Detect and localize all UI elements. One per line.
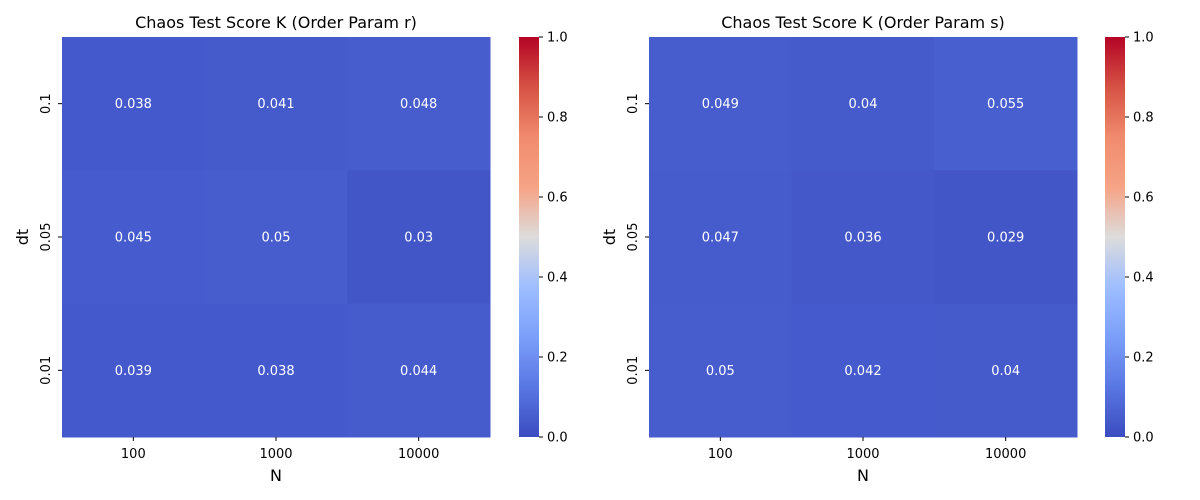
cell-value-label: 0.05 (706, 364, 735, 379)
cell-value-label: 0.045 (115, 231, 152, 246)
cell-value-label: 0.029 (987, 231, 1024, 246)
cell-value-label: 0.036 (844, 231, 881, 246)
cell-value-label: 0.04 (991, 364, 1020, 379)
colorbar (519, 37, 539, 437)
colorbar-tick-label: 0.2 (547, 351, 568, 366)
cell-value-label: 0.049 (702, 97, 739, 112)
heatmap-cell (934, 170, 1078, 305)
heatmap-cell (204, 303, 348, 438)
colorbar-tick-label: 0.4 (1133, 271, 1154, 286)
colorbar-tick-label: 0.8 (1133, 111, 1154, 126)
colorbar-tick-label: 0.0 (547, 431, 568, 446)
heatmap-cell (934, 37, 1078, 171)
heatmap-cell (62, 37, 206, 171)
cell-value-label: 0.038 (257, 364, 294, 379)
cell-value-label: 0.04 (849, 97, 878, 112)
x-axis-label: N (857, 466, 869, 485)
y-axis-label: dt (600, 229, 619, 245)
y-tick-label: 0.01 (39, 356, 54, 385)
x-tick-label: 1000 (846, 447, 879, 462)
colorbar-tick-label: 0.8 (547, 111, 568, 126)
cell-value-label: 0.03 (404, 231, 433, 246)
cell-value-label: 0.05 (262, 231, 291, 246)
heatmap-cell (791, 303, 935, 438)
x-tick-label: 1000 (259, 447, 292, 462)
x-tick-label: 100 (121, 447, 146, 462)
x-tick-label: 10000 (398, 447, 439, 462)
cell-value-label: 0.038 (115, 97, 152, 112)
heatmap-cell (649, 303, 793, 438)
heatmap-cell (649, 170, 793, 305)
heatmap-cell (62, 170, 206, 305)
cell-value-label: 0.039 (115, 364, 152, 379)
cell-value-label: 0.044 (400, 364, 437, 379)
cell-value-label: 0.041 (257, 97, 294, 112)
y-tick-label: 0.1 (39, 93, 54, 114)
heatmap-cell (204, 170, 348, 305)
heatmap-cell (347, 37, 491, 171)
colorbar (1105, 37, 1125, 437)
cell-value-label: 0.055 (987, 97, 1024, 112)
y-axis-label: dt (13, 229, 32, 245)
heatmap-cell (204, 37, 348, 171)
colorbar-tick-label: 0.6 (547, 191, 568, 206)
colorbar-tick-label: 0.2 (1133, 351, 1154, 366)
cell-value-label: 0.042 (844, 364, 881, 379)
y-tick-label: 0.01 (626, 356, 641, 385)
colorbar-tick-label: 1.0 (1133, 31, 1154, 46)
y-tick-label: 0.1 (626, 93, 641, 114)
colorbar-tick-label: 0.0 (1133, 431, 1154, 446)
chart-title: Chaos Test Score K (Order Param s) (721, 13, 1005, 32)
colorbar-tick-label: 0.4 (547, 271, 568, 286)
cell-value-label: 0.048 (400, 97, 437, 112)
heatmap-cell (791, 37, 935, 171)
y-tick-label: 0.05 (39, 223, 54, 252)
cell-value-label: 0.047 (702, 231, 739, 246)
chart-title: Chaos Test Score K (Order Param r) (135, 13, 417, 32)
y-tick-label: 0.05 (626, 223, 641, 252)
x-axis-label: N (270, 466, 282, 485)
colorbar-tick-label: 0.6 (1133, 191, 1154, 206)
colorbar-tick-label: 1.0 (547, 31, 568, 46)
heatmap-cell (347, 303, 491, 438)
x-tick-label: 10000 (985, 447, 1026, 462)
heatmap-cell (791, 170, 935, 305)
heatmap-cell (347, 170, 491, 305)
heatmap-cell (62, 303, 206, 438)
x-tick-label: 100 (708, 447, 733, 462)
heatmap-cell (649, 37, 793, 171)
heatmap-cell (934, 303, 1078, 438)
